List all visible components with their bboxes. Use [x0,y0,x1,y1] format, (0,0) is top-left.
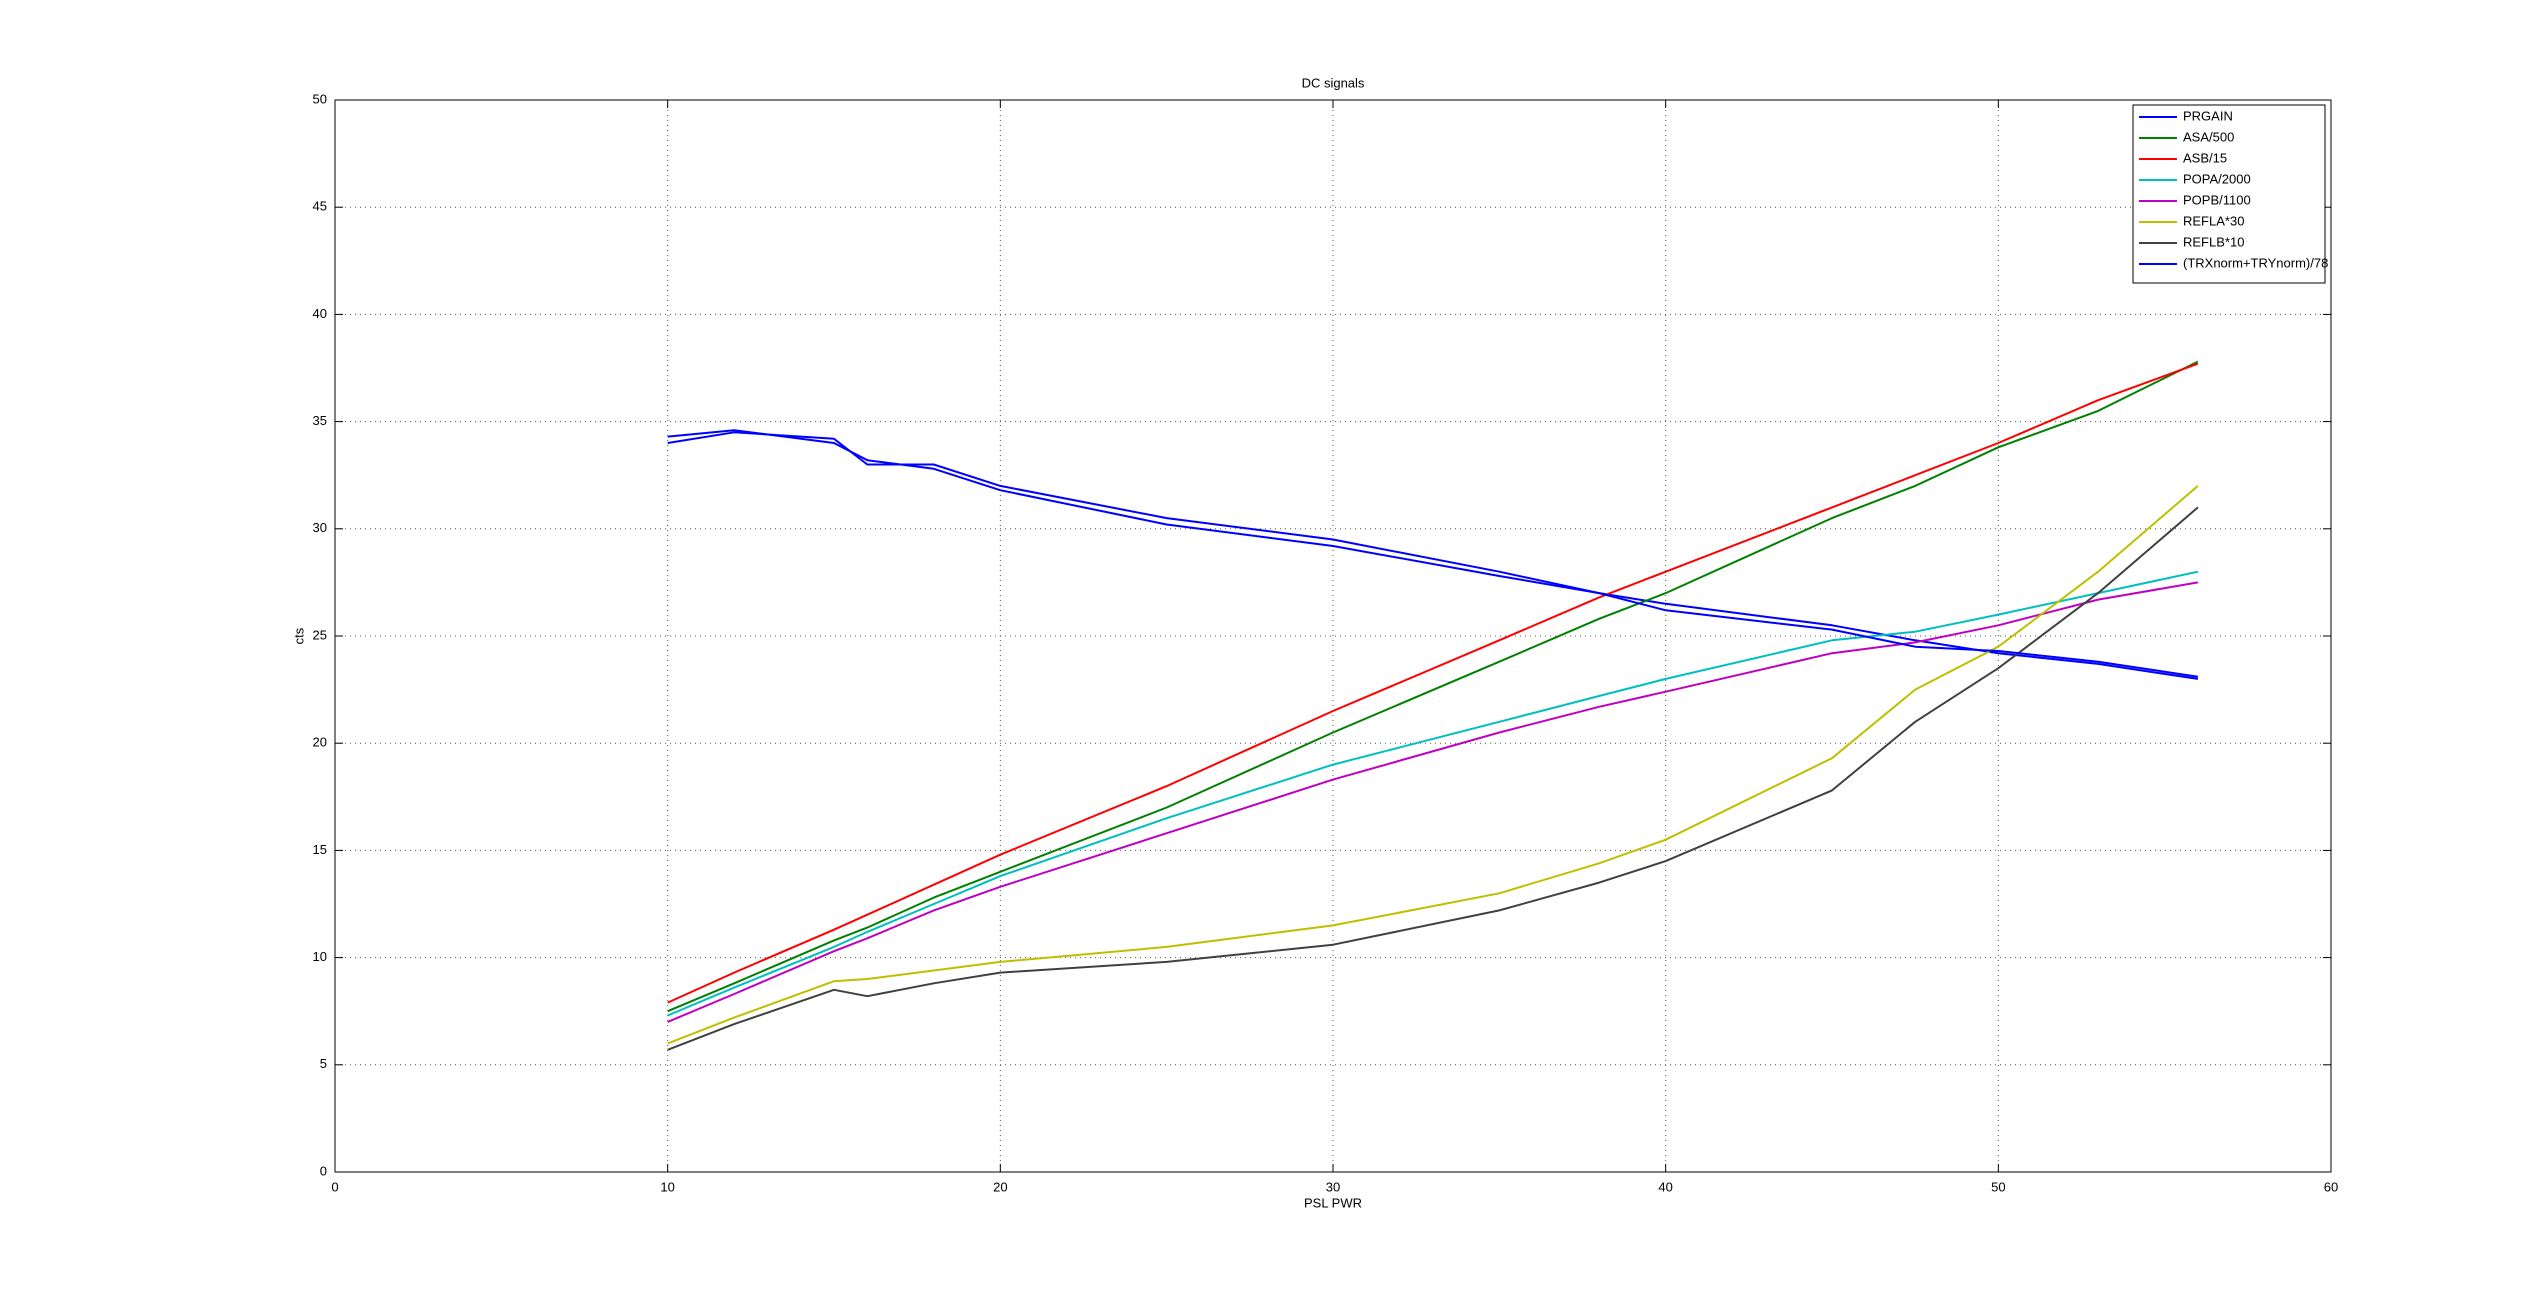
series-line [667,429,2199,678]
y-tick-label: 25 [313,627,327,642]
series-line [667,506,2199,1051]
y-tick-label: 15 [313,842,327,857]
y-axis-label: cts [291,627,306,644]
x-tick-label: 0 [331,1179,338,1194]
legend-label: (TRXnorm+TRYnorm)/78 [2183,255,2328,270]
series-line [667,360,2199,1013]
x-axis-label: PSL PWR [1304,1195,1362,1210]
y-tick-label: 35 [313,413,327,428]
chart-title: DC signals [1302,75,1365,90]
legend-label: ASB/15 [2183,150,2227,165]
legend-label: POPA/2000 [2183,171,2251,186]
legend-label: REFLA*30 [2183,213,2244,228]
x-tick-label: 60 [2324,1179,2338,1194]
y-tick-label: 30 [313,520,327,535]
y-tick-label: 20 [313,735,327,750]
legend-label: PRGAIN [2183,108,2233,123]
y-tick-label: 0 [320,1163,327,1178]
x-tick-label: 50 [1991,1179,2005,1194]
plot-frame [334,99,2332,1173]
x-tick-label: 40 [1658,1179,1672,1194]
x-tick-label: 20 [993,1179,1007,1194]
series-line [667,362,2199,1004]
series-line [667,581,2199,1023]
legend-box [2132,104,2326,284]
x-tick-label: 10 [660,1179,674,1194]
series-line [667,485,2199,1045]
y-tick-label: 45 [313,199,327,214]
legend-label: ASA/500 [2183,129,2234,144]
y-tick-label: 40 [313,306,327,321]
legend-label: POPB/1100 [2183,192,2251,207]
series-line [667,570,2199,1017]
y-tick-label: 5 [320,1056,327,1071]
x-tick-label: 30 [1326,1179,1340,1194]
legend-label: REFLB*10 [2183,234,2244,249]
y-tick-label: 10 [313,949,327,964]
y-tick-label: 50 [313,91,327,106]
